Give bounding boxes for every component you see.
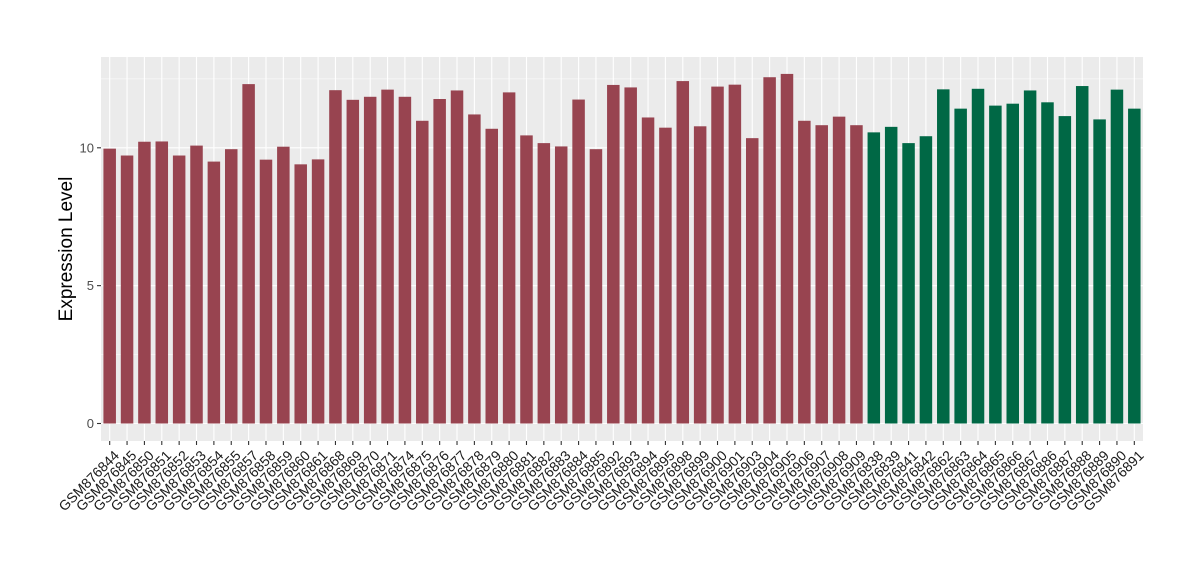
bar	[346, 99, 360, 424]
bar	[884, 126, 898, 424]
bar	[711, 86, 724, 424]
bar	[624, 87, 637, 424]
bar	[676, 81, 690, 424]
bar	[780, 73, 794, 424]
bar	[1093, 119, 1106, 424]
bar	[954, 108, 967, 424]
bar	[502, 92, 516, 424]
plot-panel	[101, 57, 1143, 441]
bar	[520, 135, 533, 424]
bar	[329, 90, 342, 424]
bar	[207, 161, 221, 424]
bar	[554, 146, 568, 424]
bar	[450, 90, 464, 424]
bar	[398, 96, 412, 424]
bar	[1058, 116, 1072, 424]
y-tick-label: 10	[80, 140, 94, 155]
x-axis: GSM876844GSM876845GSM876850GSM876851GSM8…	[55, 441, 1147, 514]
bar	[363, 96, 377, 424]
bar	[311, 159, 325, 424]
bar	[155, 141, 169, 424]
bar	[659, 127, 672, 424]
bar	[850, 125, 863, 424]
bar	[1041, 102, 1054, 424]
y-axis-title: Expression Level	[56, 177, 77, 322]
bar	[1023, 90, 1037, 424]
bar	[485, 128, 499, 424]
bar	[919, 136, 933, 424]
bar-layer	[103, 73, 1141, 424]
bar	[1128, 108, 1141, 424]
bar	[1110, 89, 1124, 424]
bar	[416, 120, 429, 424]
bar	[867, 132, 881, 424]
bar	[381, 89, 394, 424]
y-tick-label: 0	[87, 416, 94, 431]
bar	[224, 149, 238, 424]
bar	[242, 84, 255, 424]
bar	[259, 159, 273, 424]
bar	[902, 143, 915, 424]
bar	[1006, 103, 1020, 424]
bar	[294, 164, 307, 424]
bar	[728, 84, 742, 424]
y-tick-label: 5	[87, 278, 94, 293]
bar	[120, 155, 134, 424]
bar	[989, 105, 1002, 424]
bar	[172, 155, 186, 424]
bar	[815, 125, 828, 424]
bar	[971, 88, 985, 424]
bar	[537, 143, 551, 424]
bar	[589, 149, 603, 424]
bar	[190, 145, 203, 424]
y-axis: 0 5 10	[80, 140, 101, 431]
bar	[693, 126, 707, 424]
bar	[468, 114, 481, 424]
bar	[798, 120, 811, 424]
bar	[138, 141, 151, 424]
bar	[937, 89, 950, 424]
bar	[103, 148, 116, 424]
bar	[607, 84, 620, 424]
bar	[832, 116, 846, 424]
bar	[572, 99, 585, 424]
bar	[433, 99, 446, 424]
bar	[1075, 86, 1089, 424]
bar	[641, 117, 655, 424]
bar	[277, 146, 290, 424]
bar	[745, 138, 759, 424]
bar	[763, 77, 776, 424]
